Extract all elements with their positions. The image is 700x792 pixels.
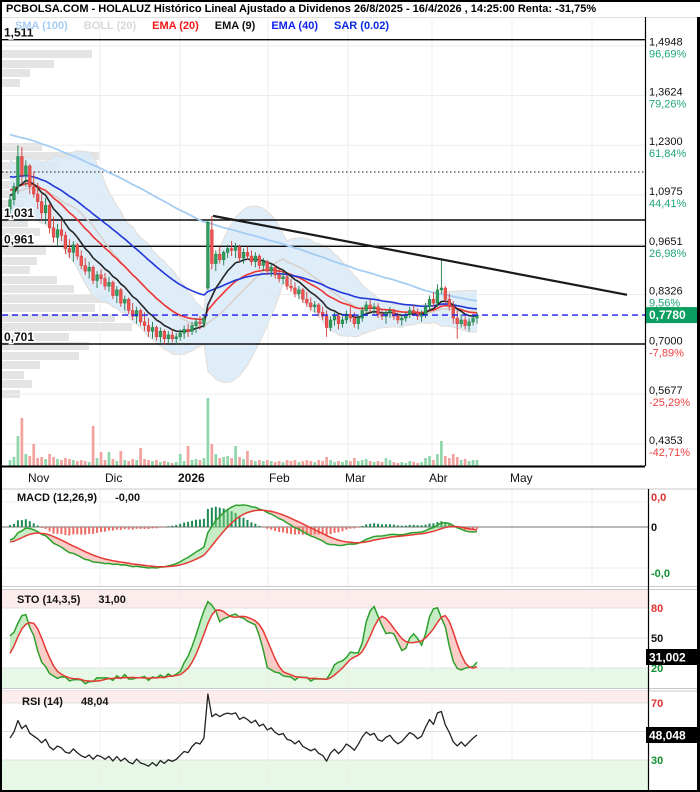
sto-axis-20: 20 (651, 663, 663, 675)
percent-label: -42,71% (649, 447, 690, 459)
sto-value-badge: 31,002 (646, 649, 697, 665)
price-axis-label: 1,0975 (649, 186, 683, 198)
ema40-line (9, 174, 478, 310)
legend-item-boll20[interactable]: BOLL (20) (83, 20, 137, 32)
level-label: 1,511 (4, 26, 34, 40)
macd-axis-zero: 0 (651, 522, 657, 534)
indicator-legend: SMA (100) BOLL (20) EMA (20) EMA (9) EMA (40… (15, 20, 389, 32)
level-labels: 1,511 1,031 0,961 0,701 (3, 24, 36, 345)
month-label: May (510, 471, 533, 485)
price-axis-label: 0,9651 (649, 236, 683, 248)
month-label: Nov (28, 471, 49, 485)
rsi-title: RSI (14) (22, 696, 63, 708)
rsi-panel-title: RSI (14) 48,04 (22, 696, 109, 708)
trendline[interactable] (212, 214, 628, 296)
month-label: 2026 (178, 471, 205, 485)
level-label: 0,961 (4, 232, 34, 246)
rsi-value: 48,048 (649, 729, 686, 743)
sto-value: 31,00 (98, 594, 126, 606)
sto-panel: 80 50 20 (2, 589, 697, 689)
macd-axis-top: 0,0 (651, 492, 666, 504)
price-axis-label: 1,2300 (649, 136, 683, 148)
current-price-badge: 0,7780 (646, 307, 697, 324)
price-axis-label: 0,7000 (649, 335, 683, 347)
month-label: Abr (429, 471, 448, 485)
level-label: 1,031 (4, 206, 34, 220)
month-axis: Nov Dic 2026 Feb Mar Abr May (28, 471, 533, 485)
sma100-line (9, 133, 478, 302)
sto-axis-50: 50 (651, 633, 663, 645)
rsi-line (9, 693, 478, 767)
price-axis-label: 1,4948 (649, 37, 683, 49)
legend-item-sar[interactable]: SAR (0.02) (334, 20, 390, 32)
legend-item-ema20[interactable]: EMA (20) (152, 20, 199, 32)
month-label: Feb (269, 471, 290, 485)
price-axis-label: 0,4353 (649, 435, 683, 447)
sto-title: STO (14,3,5) (17, 594, 81, 606)
volume-bars (8, 398, 479, 466)
bollinger-band (9, 150, 478, 383)
sto-axis-80: 80 (651, 603, 663, 615)
legend-item-ema9[interactable]: EMA (9) (214, 20, 256, 32)
rsi-value-badge: 48,048 (646, 727, 697, 743)
page-title: PCBOLSA.COM - HOLALUZ Histórico Lineal A… (2, 2, 700, 17)
percent-label: 96,69% (649, 49, 687, 61)
percent-label: 79,26% (649, 98, 687, 110)
sto-value: 31,002 (649, 651, 686, 665)
macd-title: MACD (12,26,9) (17, 492, 98, 504)
percent-label: 26,98% (649, 248, 687, 260)
percent-label: -25,29% (649, 397, 690, 409)
rsi-panel: 70 30 (2, 690, 697, 790)
rsi-axis-70: 70 (651, 698, 663, 710)
percent-label: -7,89% (649, 347, 684, 359)
candles (8, 145, 479, 345)
macd-panel: 0,0 0 -0,0 (2, 488, 697, 587)
month-label: Dic (105, 471, 122, 485)
percent-label: 44,41% (649, 198, 687, 210)
price-axis-label: 1,3624 (649, 86, 683, 98)
legend-item-sma100[interactable]: SMA (100) (15, 20, 68, 32)
volume-profile (2, 50, 132, 398)
rsi-axis-30: 30 (651, 755, 663, 767)
price-axis-label: 0,5677 (649, 385, 683, 397)
percent-label: 9,56% (649, 298, 680, 310)
macd-panel-title: MACD (12,26,9) -0,00 (17, 492, 140, 504)
percent-label: 61,84% (649, 148, 687, 160)
rsi-value: 48,04 (80, 696, 109, 708)
current-price-value: 0,7780 (649, 308, 686, 322)
macd-axis-bottom: -0,0 (651, 568, 670, 580)
sto-panel-title: STO (14,3,5) 31,00 (17, 594, 126, 606)
legend-item-ema40[interactable]: EMA (40) (271, 20, 318, 32)
boll-mid-line (9, 187, 478, 328)
month-label: Mar (345, 471, 366, 485)
level-lines (2, 38, 645, 345)
macd-value: -0,00 (115, 492, 141, 504)
level-label: 0,701 (4, 330, 34, 344)
ema20-line (9, 182, 478, 321)
price-axis-label: 0,8326 (649, 286, 683, 298)
